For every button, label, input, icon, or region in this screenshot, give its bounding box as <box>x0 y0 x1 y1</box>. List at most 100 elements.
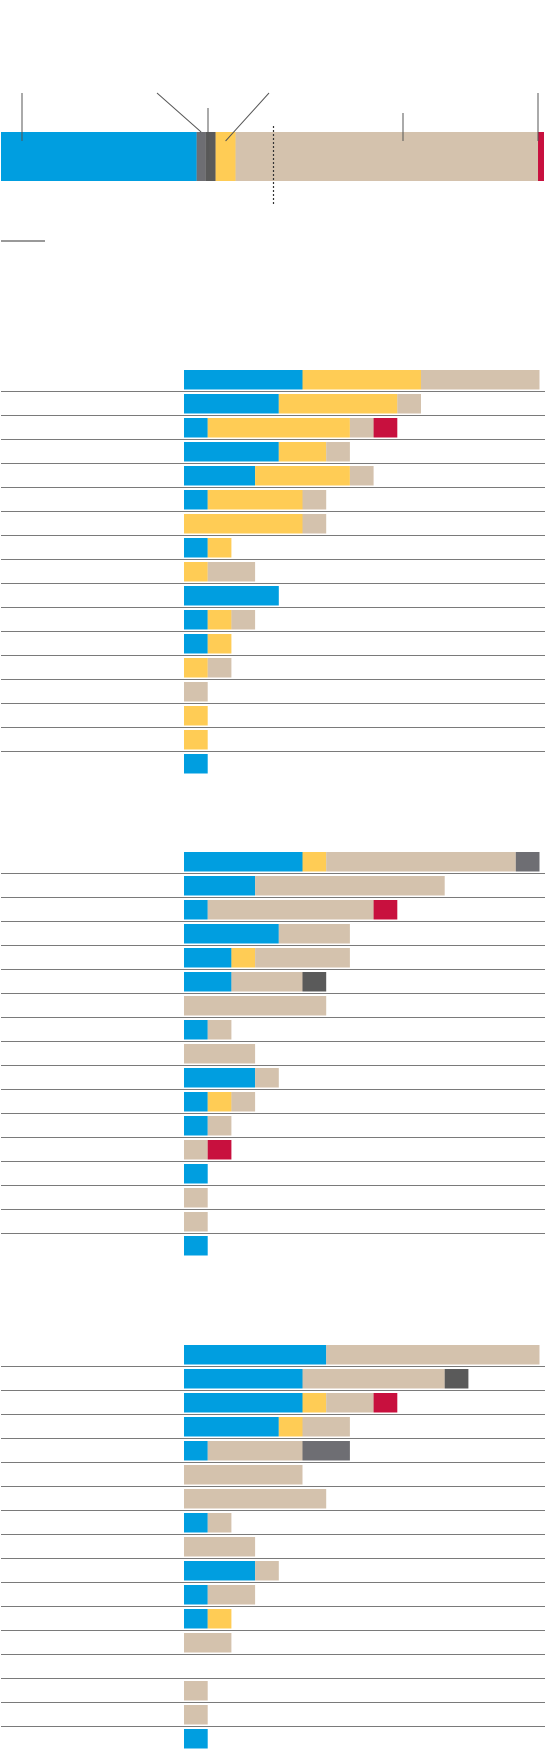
bar-segment-crimson <box>373 1393 398 1413</box>
bar-segment-blue <box>184 900 208 920</box>
bar-segment-darkgrey <box>302 1441 350 1461</box>
callout-leader-line <box>225 92 270 142</box>
panel-1-row <box>1 538 545 560</box>
bar-segment-blue <box>184 1609 208 1629</box>
panel-1-row <box>1 370 545 392</box>
bar-segment-tan <box>278 924 350 944</box>
bar-segment-tan <box>207 900 374 920</box>
panel-3-row <box>1 1465 545 1487</box>
bar-segment-blue <box>184 1345 327 1365</box>
bar-segment-blue <box>184 442 279 462</box>
summary-segment-yellow <box>215 132 236 181</box>
bar-segment-blue <box>184 490 208 510</box>
bar-segment-blue <box>184 754 208 774</box>
panel-1-row <box>1 418 545 440</box>
bar-segment-tan <box>326 1393 374 1413</box>
panel-3-row <box>1 1417 545 1439</box>
bar-segment-tan <box>184 1489 327 1509</box>
panel-3-row <box>1 1369 545 1391</box>
bar-segment-tan <box>255 1068 279 1088</box>
panel-3-row <box>184 1729 208 1749</box>
summary-bar-group <box>1 92 544 242</box>
panel-3-row <box>1 1537 545 1559</box>
panel-3-row <box>1 1345 545 1367</box>
bar-segment-yellow <box>302 1393 327 1413</box>
bar-segment-yellow <box>184 514 303 534</box>
bar-segment-tan <box>326 442 350 462</box>
panel-3-row <box>1 1705 545 1727</box>
panel-2-row <box>1 1044 545 1066</box>
callout-leader-line <box>156 92 202 133</box>
bar-segment-blue <box>184 1417 279 1437</box>
panel-3-row <box>1 1633 545 1655</box>
bar-segment-blue <box>184 948 232 968</box>
panel-1-row <box>184 754 208 774</box>
bar-segment-tan <box>255 1561 279 1581</box>
bar-segment-blue <box>184 924 279 944</box>
panel-3-row <box>1 1513 545 1535</box>
panel-1-row <box>1 490 545 512</box>
bar-segment-blue <box>184 538 208 558</box>
bar-segment-yellow <box>207 418 350 438</box>
bar-segment-yellow <box>255 466 350 486</box>
bar-segment-midgrey <box>302 972 327 992</box>
bar-segment-tan <box>207 562 256 582</box>
bar-segment-tan <box>255 876 445 896</box>
bar-segment-midgrey <box>444 1369 469 1389</box>
bar-segment-blue <box>184 1393 303 1413</box>
bar-segment-tan <box>207 1441 303 1461</box>
bar-segment-darkgrey <box>515 852 540 872</box>
bar-segment-yellow <box>207 490 303 510</box>
panel-3 <box>1 1345 545 1749</box>
panel-2-row <box>1 1212 545 1234</box>
panel-1-row <box>1 394 545 416</box>
bar-segment-yellow <box>184 706 208 726</box>
bar-segment-blue <box>184 1068 256 1088</box>
bar-segment-tan <box>207 1116 232 1136</box>
bar-segment-yellow <box>207 538 232 558</box>
bar-segment-crimson <box>207 1140 232 1160</box>
panel-2-row <box>1 900 545 922</box>
bar-segment-tan <box>207 658 232 678</box>
panel-1-row <box>1 562 545 584</box>
bar-segment-tan <box>302 514 327 534</box>
summary-segment-tan <box>235 132 539 181</box>
bar-segment-tan <box>255 948 350 968</box>
panel-1-row <box>1 442 545 464</box>
panel-1-row <box>1 610 545 632</box>
panel-2-row <box>1 876 545 898</box>
bar-segment-tan <box>184 1537 256 1557</box>
panel-1-row <box>1 466 545 488</box>
bar-segment-blue <box>184 418 208 438</box>
bar-segment-tan <box>207 1020 232 1040</box>
bar-segment-yellow <box>302 852 327 872</box>
bar-segment-yellow <box>278 1417 303 1437</box>
panel-1-row <box>1 514 545 536</box>
panel-1-row <box>1 706 545 728</box>
bar-segment-blue <box>184 852 303 872</box>
panel-2-row <box>1 1140 545 1162</box>
bar-segment-blue <box>184 370 303 390</box>
bar-segment-tan <box>184 1633 232 1653</box>
bar-segment-yellow <box>278 442 327 462</box>
bar-segment-yellow <box>207 634 232 654</box>
panel-1-row <box>1 586 545 608</box>
bar-segment-tan <box>349 418 374 438</box>
panel-2-row <box>1 924 545 946</box>
bar-segment-blue <box>184 586 279 606</box>
panel-3-row <box>1 1681 545 1703</box>
bar-segment-tan <box>349 466 374 486</box>
bar-segment-tan <box>302 490 327 510</box>
bar-segment-tan <box>184 682 208 702</box>
panel-1-row <box>1 634 545 656</box>
bar-segment-yellow <box>278 394 398 414</box>
panel-3-row <box>1 1393 545 1415</box>
bar-segment-blue <box>184 1369 303 1389</box>
panel-3-row <box>1 1489 545 1511</box>
bar-segment-blue <box>184 1164 208 1184</box>
bar-segment-yellow <box>207 610 232 630</box>
bar-segment-tan <box>184 996 327 1016</box>
bar-segment-blue <box>184 1561 256 1581</box>
panel-2-row <box>1 948 545 970</box>
